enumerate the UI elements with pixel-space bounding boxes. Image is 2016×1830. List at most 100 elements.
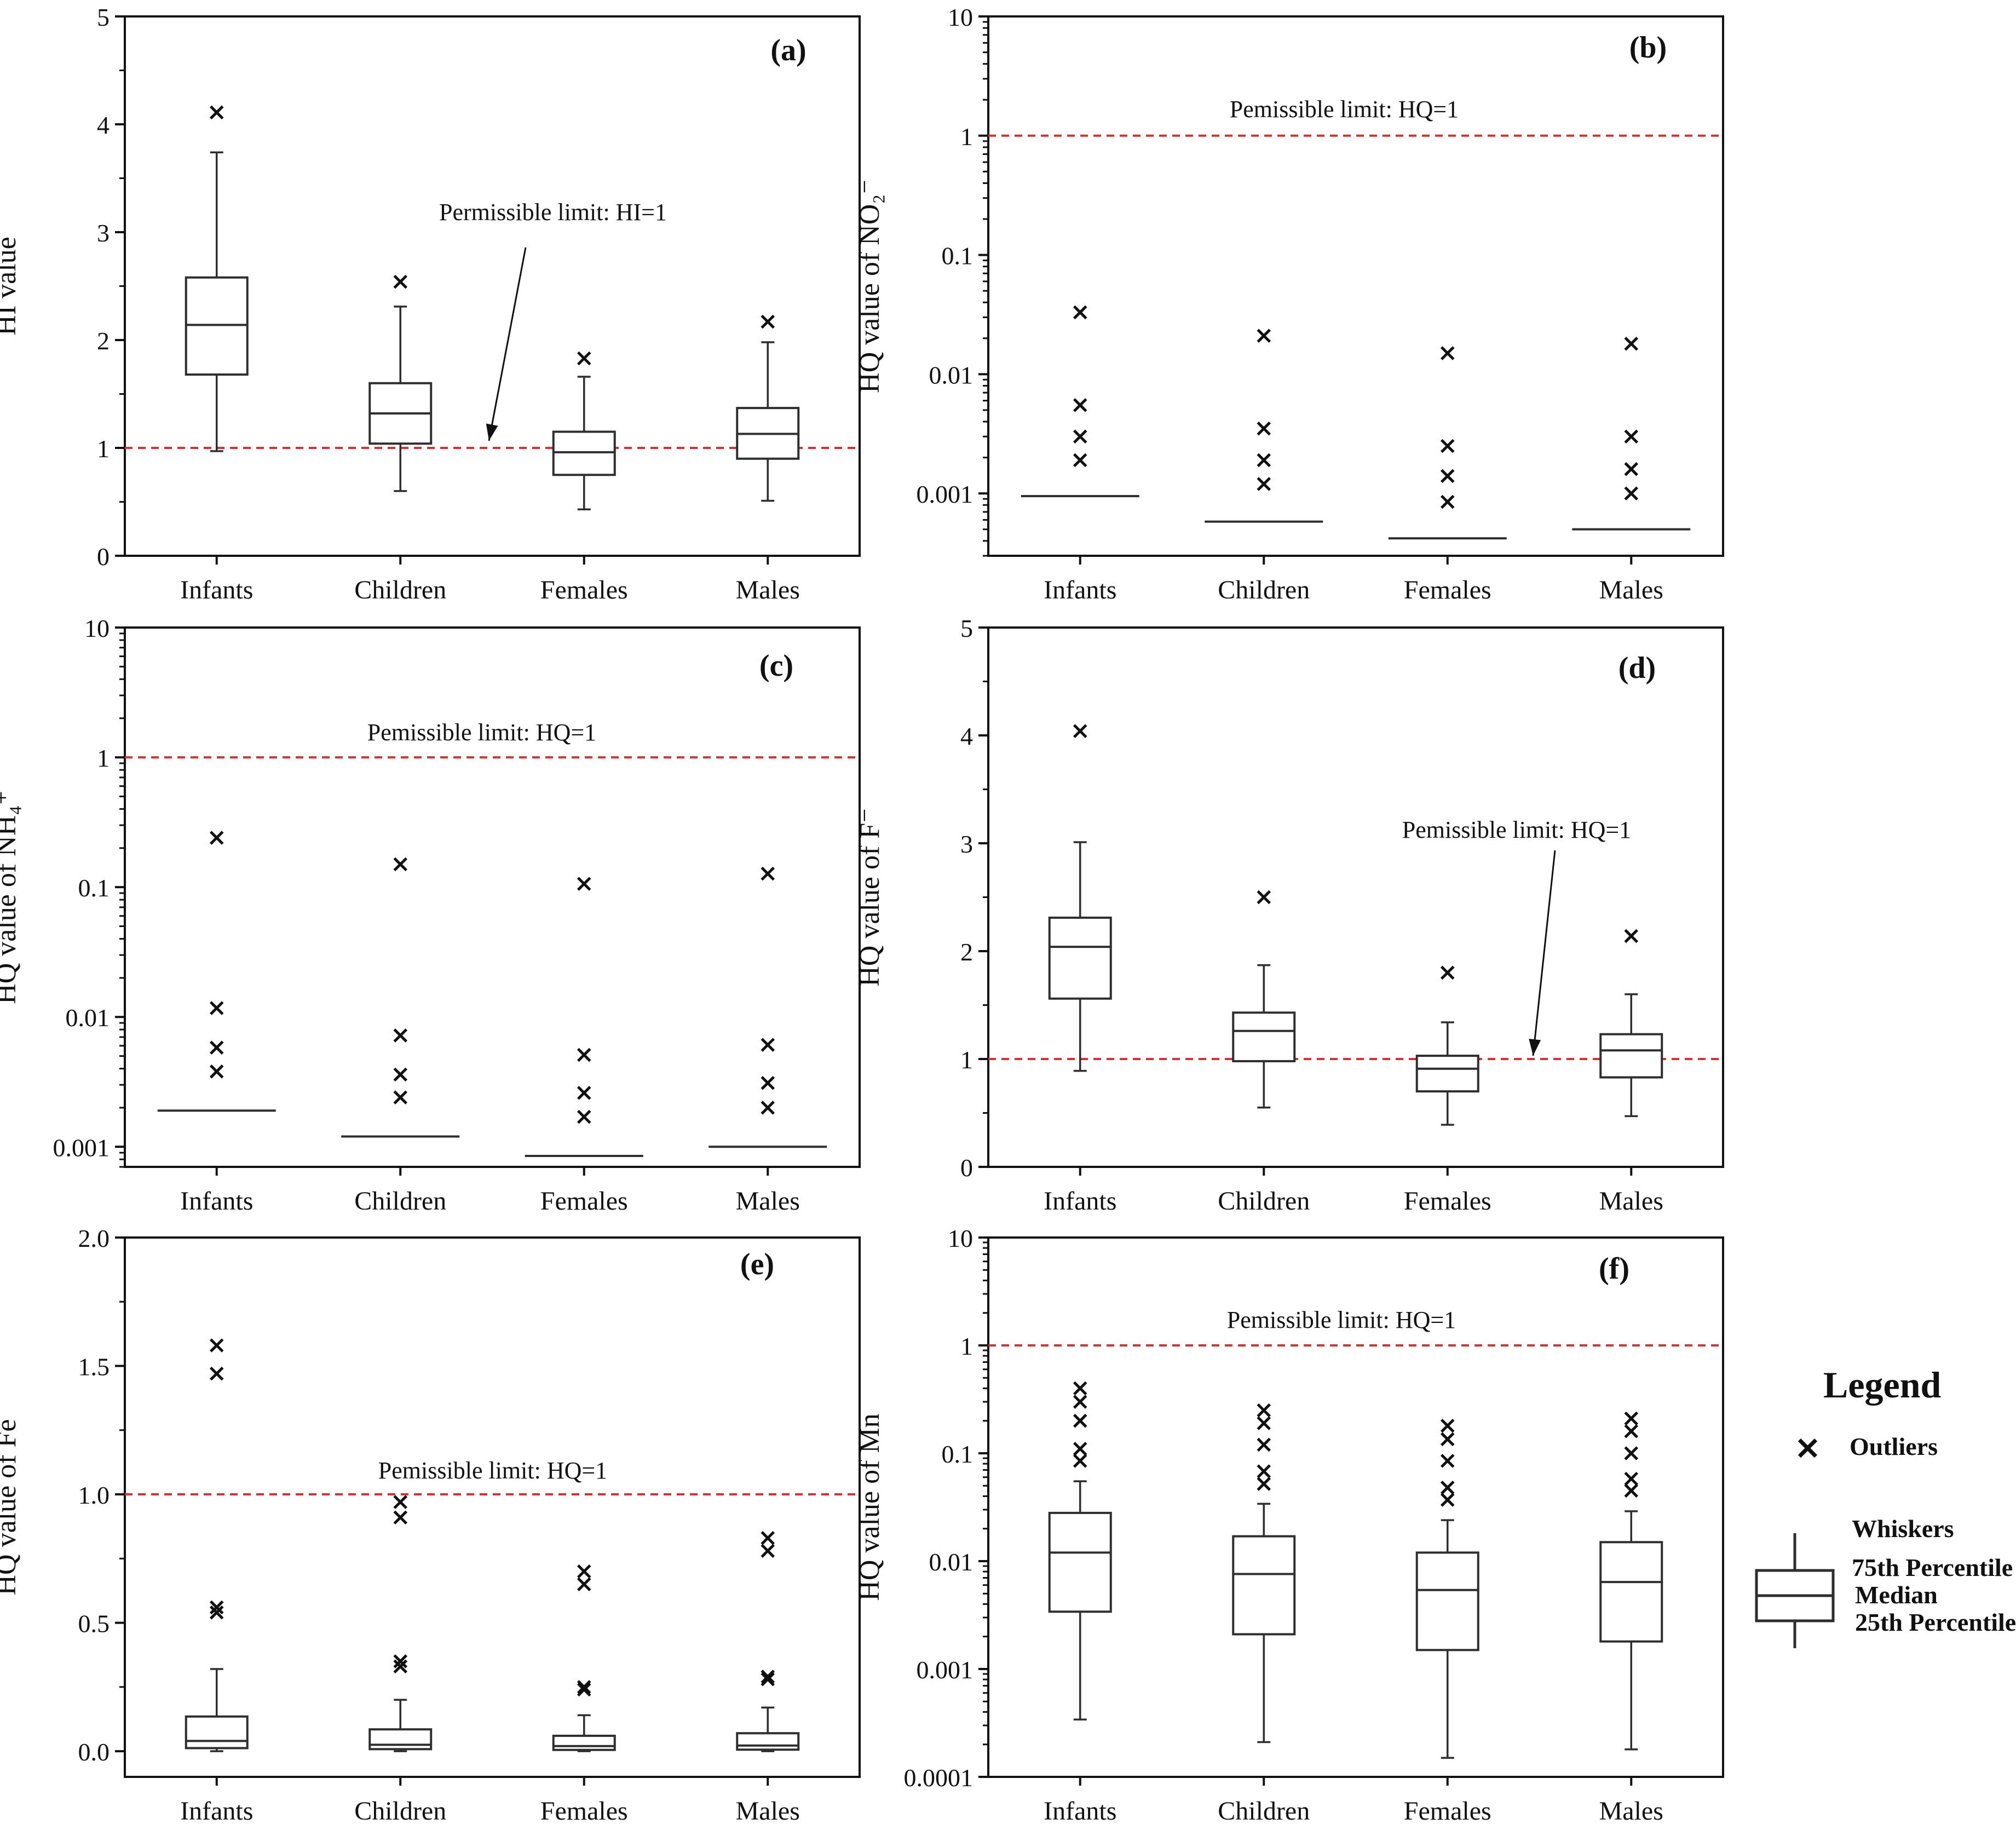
- outlier-marker: [393, 857, 408, 872]
- outlier-marker: [577, 1680, 591, 1694]
- outlier-marker: [1440, 1481, 1455, 1495]
- box-infants: [1048, 1381, 1112, 1721]
- panel-a: 0 1 2 3 4 5 Infants Children Females Males HI valu…: [0, 3, 861, 605]
- y-tick-label: 0.01: [929, 1548, 974, 1576]
- limit-label: Pemissible limit: HQ=1: [367, 719, 596, 746]
- x-tick-label: Females: [540, 576, 628, 605]
- outlier-marker: [1073, 724, 1087, 738]
- outlier-marker: [1624, 929, 1639, 943]
- outlier-marker: [393, 274, 408, 289]
- box-children: [1232, 890, 1296, 1109]
- panel-title: (d): [1618, 651, 1656, 685]
- x-tick-label: Males: [736, 576, 800, 605]
- outlier-marker: [1624, 429, 1639, 444]
- box-iqr: [1415, 1055, 1479, 1093]
- outlier-marker: [577, 1682, 591, 1697]
- outlier-marker: [1257, 477, 1271, 491]
- outlier-marker: [393, 1654, 408, 1668]
- x-tick-label: Males: [1599, 1797, 1663, 1826]
- outlier-marker: [209, 1040, 224, 1055]
- outlier-marker: [1257, 1437, 1271, 1452]
- box-males: [1572, 336, 1691, 531]
- outlier-marker: [1073, 453, 1087, 468]
- box-females: [552, 1564, 616, 1752]
- outlier-marker: [209, 831, 224, 845]
- box-infants: [157, 831, 276, 1112]
- box-children: [1232, 1403, 1296, 1743]
- x-tick-label: Children: [1218, 1797, 1310, 1826]
- panel-e: 0.0 0.5 1.0 1.5 2.0 Infants Children Females Mal…: [0, 1224, 861, 1826]
- x-tick-label: Infants: [180, 576, 253, 605]
- outlier-marker: [1073, 398, 1087, 412]
- x-tick-label: Infants: [1044, 576, 1116, 605]
- outlier-marker: [1257, 1477, 1271, 1491]
- panel-title: (e): [740, 1247, 774, 1281]
- legend-graphics: ✕: [1755, 1432, 1835, 1648]
- outlier-marker: [761, 1531, 775, 1545]
- box-females: [1415, 965, 1479, 1126]
- outlier-marker: [1440, 346, 1455, 360]
- outlier-marker: [1073, 1454, 1087, 1468]
- panel-f-frame: [987, 1236, 1724, 1778]
- outlier-marker: [761, 314, 775, 329]
- y-tick-label: 2: [960, 938, 973, 966]
- outlier-marker: [1257, 421, 1271, 436]
- outlier-marker: [1257, 1464, 1271, 1478]
- x-tick-label: Children: [1218, 1187, 1310, 1216]
- y-tick-label: 1: [960, 123, 973, 151]
- box-iqr: [1415, 1551, 1479, 1651]
- x-tick-label: Infants: [1044, 1187, 1116, 1216]
- outlier-marker: [1073, 1442, 1087, 1456]
- box-children: [368, 274, 433, 492]
- y-tick-label: 1.0: [78, 1481, 110, 1509]
- outlier-marker: [393, 1028, 408, 1043]
- outlier-marker: [209, 105, 224, 120]
- box-females: [1415, 1418, 1479, 1759]
- y-tick-label: 10: [948, 1224, 973, 1252]
- y-tick-label: 0: [960, 1154, 973, 1182]
- outlier-marker: [1624, 1471, 1639, 1486]
- outlier-marker: [1624, 462, 1639, 476]
- x-tick-label: Females: [1404, 576, 1491, 605]
- outlier-marker: [393, 1495, 408, 1509]
- outlier-marker: [209, 1366, 224, 1381]
- outlier-marker: [1440, 469, 1455, 484]
- y-tick-label: 1: [97, 435, 110, 463]
- outlier-marker: [761, 1672, 775, 1687]
- outlier-marker: [761, 1101, 775, 1115]
- legend-median-label: Median: [1855, 1581, 1938, 1609]
- y-tick-label: 4: [97, 111, 110, 139]
- box-males: [1599, 1411, 1663, 1751]
- box-iqr: [368, 1728, 433, 1751]
- outlier-marker: [209, 1600, 224, 1615]
- outlier-marker: [577, 1086, 591, 1100]
- outlier-marker: [1624, 1411, 1639, 1426]
- x-tick-label: Males: [1599, 576, 1663, 605]
- x-tick-label: Females: [540, 1187, 628, 1216]
- box-females: [525, 877, 643, 1158]
- box-children: [368, 1495, 433, 1752]
- y-axis-label: HQ value of F⁻: [854, 808, 885, 986]
- x-tick-label: Infants: [1044, 1797, 1116, 1826]
- outlier-marker: [761, 1076, 775, 1090]
- box-iqr: [1232, 1011, 1296, 1062]
- box-children: [1205, 329, 1323, 523]
- outlier-marker: [1624, 336, 1639, 351]
- outlier-marker: [1624, 1446, 1639, 1460]
- x-tick-label: Children: [354, 576, 446, 605]
- x-tick-label: Females: [1404, 1797, 1491, 1826]
- x-tick-label: Children: [354, 1797, 446, 1826]
- panel-e-frame: [124, 1236, 861, 1778]
- y-tick-label: 0.5: [78, 1610, 110, 1638]
- y-tick-label: 5: [97, 3, 110, 31]
- panel-d-frame: [987, 626, 1724, 1168]
- y-tick-label: 0.0: [78, 1738, 110, 1766]
- outlier-marker: [761, 866, 775, 881]
- outlier-marker: [1073, 1395, 1087, 1409]
- box-iqr: [552, 1734, 616, 1751]
- y-tick-label: 3: [960, 830, 973, 858]
- outlier-marker: [577, 1109, 591, 1124]
- y-tick-label: 0.01: [66, 1004, 110, 1032]
- outlier-marker: [1440, 1432, 1455, 1447]
- y-tick-label: 5: [960, 614, 973, 642]
